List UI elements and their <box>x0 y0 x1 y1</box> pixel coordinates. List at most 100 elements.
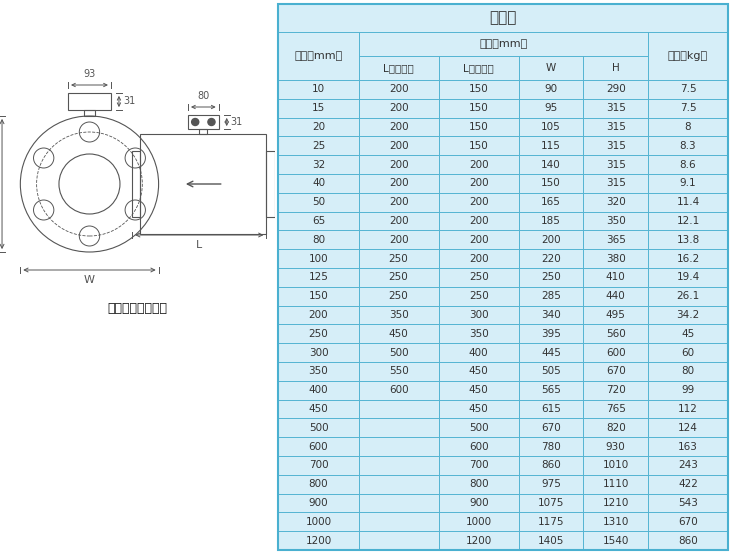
Bar <box>648 230 728 249</box>
Text: 150: 150 <box>309 291 329 301</box>
Bar <box>519 230 583 249</box>
Bar <box>648 117 728 136</box>
Text: 600: 600 <box>309 442 329 452</box>
Text: 1310: 1310 <box>602 517 629 527</box>
Bar <box>519 249 583 268</box>
Bar <box>438 56 519 80</box>
Bar <box>278 212 359 230</box>
Text: 820: 820 <box>606 423 626 433</box>
Text: 200: 200 <box>389 103 408 113</box>
Text: 150: 150 <box>541 178 561 188</box>
Bar <box>648 155 728 174</box>
Text: 200: 200 <box>389 235 408 245</box>
Bar <box>278 343 359 362</box>
Bar <box>278 155 359 174</box>
Bar <box>519 117 583 136</box>
Bar <box>648 512 728 531</box>
Text: 115: 115 <box>541 141 561 151</box>
Bar <box>583 437 648 456</box>
Text: 200: 200 <box>469 197 488 207</box>
Bar <box>648 343 728 362</box>
Text: 7.5: 7.5 <box>680 84 696 94</box>
Bar <box>583 512 648 531</box>
Bar <box>359 56 438 80</box>
Text: 450: 450 <box>468 385 488 395</box>
Text: 10: 10 <box>312 84 325 94</box>
Circle shape <box>192 119 199 126</box>
Bar <box>519 437 583 456</box>
Text: 20: 20 <box>312 122 325 132</box>
Text: 1010: 1010 <box>602 460 629 470</box>
Text: 450: 450 <box>389 329 408 339</box>
Bar <box>278 399 359 418</box>
Bar <box>359 193 438 212</box>
Bar <box>583 325 648 343</box>
Bar <box>278 287 359 306</box>
Bar <box>583 306 648 325</box>
Text: 340: 340 <box>541 310 561 320</box>
Bar <box>438 249 519 268</box>
Text: 1200: 1200 <box>305 536 332 546</box>
Bar <box>278 475 359 494</box>
Bar <box>438 193 519 212</box>
Text: 12.1: 12.1 <box>676 216 700 226</box>
Bar <box>359 531 438 550</box>
Text: 900: 900 <box>309 498 329 508</box>
Text: 315: 315 <box>605 103 626 113</box>
Text: 400: 400 <box>309 385 329 395</box>
Bar <box>519 212 583 230</box>
Bar <box>278 193 359 212</box>
Bar <box>359 136 438 155</box>
Text: 法兰形（分体型）: 法兰形（分体型） <box>108 302 167 315</box>
Bar <box>648 268 728 287</box>
Bar <box>438 155 519 174</box>
Bar <box>359 362 438 381</box>
Text: 分体式: 分体式 <box>490 11 517 25</box>
Bar <box>583 531 648 550</box>
Text: 8.3: 8.3 <box>680 141 696 151</box>
Text: 765: 765 <box>605 404 626 414</box>
Text: 150: 150 <box>468 103 488 113</box>
Text: W: W <box>84 275 95 285</box>
Text: 600: 600 <box>389 385 408 395</box>
Bar <box>359 155 438 174</box>
Bar <box>583 399 648 418</box>
Text: 250: 250 <box>389 254 408 264</box>
Text: 124: 124 <box>678 423 698 433</box>
Text: 25: 25 <box>312 141 325 151</box>
Text: 200: 200 <box>389 178 408 188</box>
Bar <box>359 99 438 117</box>
Bar <box>359 494 438 512</box>
Text: 200: 200 <box>389 141 408 151</box>
Text: 243: 243 <box>678 460 698 470</box>
Text: 543: 543 <box>678 498 698 508</box>
Text: 450: 450 <box>468 366 488 376</box>
Text: 重量（kg）: 重量（kg） <box>668 51 708 61</box>
Bar <box>583 343 648 362</box>
Bar <box>648 249 728 268</box>
Text: 565: 565 <box>541 385 561 395</box>
Text: 165: 165 <box>541 197 561 207</box>
Text: 8.6: 8.6 <box>680 160 696 170</box>
Bar <box>438 99 519 117</box>
Text: 410: 410 <box>606 273 626 283</box>
Bar <box>278 531 359 550</box>
Text: 250: 250 <box>389 291 408 301</box>
Text: 500: 500 <box>309 423 329 433</box>
Bar <box>438 212 519 230</box>
Bar <box>583 56 648 80</box>
Text: W: W <box>546 63 556 73</box>
Bar <box>583 494 648 512</box>
Text: 670: 670 <box>606 366 626 376</box>
Text: 495: 495 <box>605 310 626 320</box>
Circle shape <box>208 119 215 126</box>
Text: 93: 93 <box>83 69 96 79</box>
Bar <box>438 494 519 512</box>
Text: 150: 150 <box>468 141 488 151</box>
Text: 315: 315 <box>605 122 626 132</box>
Bar <box>583 287 648 306</box>
Text: 185: 185 <box>541 216 561 226</box>
Text: 380: 380 <box>606 254 626 264</box>
Text: 1000: 1000 <box>466 517 492 527</box>
Bar <box>583 212 648 230</box>
